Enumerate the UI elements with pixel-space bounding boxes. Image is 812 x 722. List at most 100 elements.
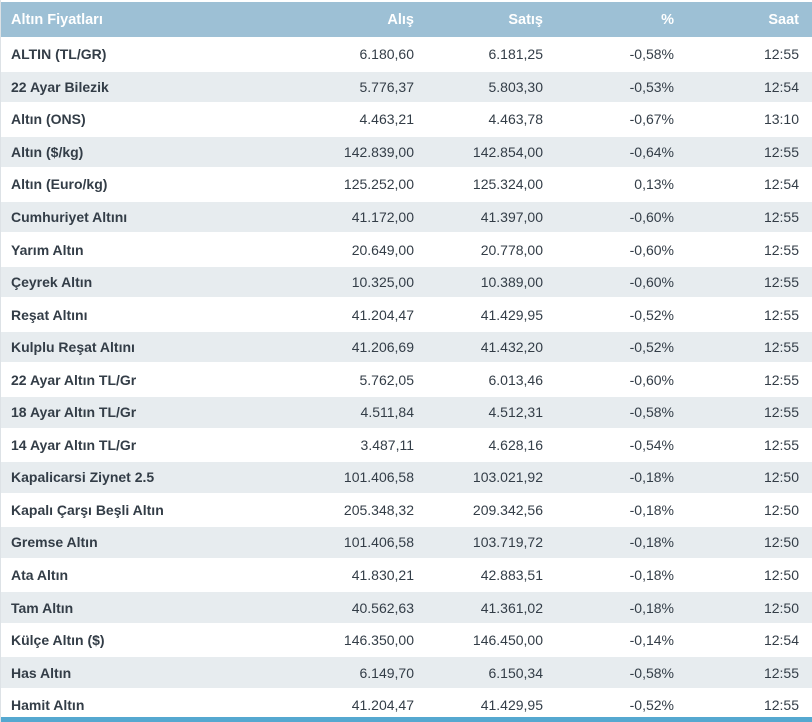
buy-price: 101.406,58	[343, 534, 414, 551]
buy-price: 3.487,11	[360, 436, 414, 453]
sell-price: 103.719,72	[472, 534, 543, 551]
percent-change: -0,18%	[629, 599, 674, 616]
percent-change: -0,18%	[629, 567, 674, 584]
sell-price: 6.013,46	[488, 371, 544, 388]
quote-time: 12:55	[763, 143, 799, 160]
table-row[interactable]: 14 Ayar Altın TL/Gr 3.487,11 4.628,16 -0…	[1, 429, 812, 463]
table-row[interactable]: Cumhuriyet Altını 41.172,00 41.397,00 -0…	[1, 201, 812, 235]
buy-price: 205.348,32	[343, 501, 414, 518]
quote-time: 12:50	[763, 469, 799, 486]
percent-change: -0,54%	[629, 436, 674, 453]
quote-time: 12:55	[763, 339, 799, 356]
quote-time: 12:50	[763, 534, 799, 551]
price-rows: ALTIN (TL/GR) 6.180,60 6.181,25 -0,58% 1…	[1, 39, 812, 722]
percent-change: -0,60%	[629, 241, 674, 258]
table-row[interactable]: Yarım Altın 20.649,00 20.778,00 -0,60% 1…	[1, 234, 812, 267]
sell-price: 20.778,00	[480, 241, 543, 258]
table-row[interactable]: Gremse Altın 101.406,58 103.719,72 -0,18…	[1, 527, 812, 560]
instrument-name: 22 Ayar Bilezik	[11, 78, 109, 95]
instrument-name: Cumhuriyet Altını	[11, 209, 128, 225]
table-row[interactable]: Altın ($/kg) 142.839,00 142.854,00 -0,64…	[1, 136, 812, 170]
instrument-name: Kulplu Reşat Altını	[11, 339, 135, 356]
table-row[interactable]: Ata Altın 41.830,21 42.883,51 -0,18% 12:…	[1, 559, 812, 593]
quote-time: 12:54	[763, 176, 799, 193]
instrument-name: Ata Altın	[11, 567, 69, 584]
table-row[interactable]: 18 Ayar Altın TL/Gr 4.511,84 4.512,31 -0…	[1, 397, 812, 430]
percent-change: -0,18%	[629, 534, 674, 551]
table-row[interactable]: Altın (Euro/kg) 125.252,00 125.324,00 0,…	[1, 169, 812, 202]
instrument-name: Kapalicarsi Ziynet 2.5	[11, 469, 155, 486]
table-row[interactable]: ALTIN (TL/GR) 6.180,60 6.181,25 -0,58% 1…	[1, 39, 812, 72]
sell-price: 41.432,20	[480, 339, 543, 356]
sell-price: 6.150,34	[488, 664, 544, 681]
percent-change: -0,58%	[629, 404, 674, 421]
buy-price: 20.649,00	[351, 241, 414, 258]
table-row[interactable]: Altın (ONS) 4.463,21 4.463,78 -0,67% 13:…	[1, 104, 812, 137]
quote-time: 12:50	[763, 567, 799, 584]
percent-change: -0,58%	[629, 664, 674, 681]
table-row[interactable]: 22 Ayar Altın TL/Gr 5.762,05 6.013,46 -0…	[1, 364, 812, 398]
table-row[interactable]: Has Altın 6.149,70 6.150,34 -0,58% 12:55	[1, 657, 812, 690]
percent-change: -0,58%	[629, 46, 674, 63]
quote-time: 12:55	[763, 404, 799, 421]
percent-change: -0,18%	[629, 469, 674, 486]
buy-price: 5.762,05	[359, 371, 415, 388]
quote-time: 13:10	[763, 111, 799, 128]
column-header-title: Altın Fiyatları	[11, 11, 103, 28]
buy-price: 10.325,00	[351, 274, 414, 291]
buy-price: 41.206,69	[351, 339, 414, 356]
buy-price: 6.180,60	[359, 46, 415, 63]
quote-time: 12:55	[763, 241, 799, 258]
sell-price: 142.854,00	[472, 143, 543, 160]
percent-change: -0,60%	[629, 371, 674, 388]
quote-time: 12:55	[763, 436, 799, 453]
buy-price: 41.172,00	[351, 209, 414, 225]
table-row[interactable]: Kulplu Reşat Altını 41.206,69 41.432,20 …	[1, 331, 812, 365]
table-row[interactable]: Kapalı Çarşı Beşli Altın 205.348,32 209.…	[1, 494, 812, 528]
sell-price: 4.463,78	[488, 111, 544, 128]
buy-price: 142.839,00	[343, 143, 414, 160]
instrument-name: Külçe Altın ($)	[11, 632, 105, 649]
quote-time: 12:55	[763, 697, 799, 714]
percent-change: -0,60%	[629, 274, 674, 291]
percent-change: -0,18%	[629, 501, 674, 518]
sell-price: 41.397,00	[480, 209, 543, 225]
buy-price: 41.204,47	[351, 697, 414, 714]
instrument-name: 18 Ayar Altın TL/Gr	[11, 404, 137, 421]
buy-price: 40.562,63	[351, 599, 414, 616]
percent-change: -0,67%	[629, 111, 674, 128]
sell-price: 4.512,31	[488, 404, 544, 421]
percent-change: 0,13%	[634, 176, 674, 193]
table-row[interactable]: Reşat Altını 41.204,47 41.429,95 -0,52% …	[1, 299, 812, 332]
table-row[interactable]: 22 Ayar Bilezik 5.776,37 5.803,30 -0,53%…	[1, 71, 812, 105]
sell-price: 10.389,00	[480, 274, 543, 291]
quote-time: 12:55	[763, 46, 799, 63]
buy-price: 146.350,00	[343, 632, 414, 649]
sell-price: 4.628,16	[488, 436, 544, 453]
percent-change: -0,14%	[629, 632, 674, 649]
buy-price: 4.463,21	[359, 111, 415, 128]
column-header-time: Saat	[768, 11, 799, 28]
instrument-name: Kapalı Çarşı Beşli Altın	[11, 501, 164, 518]
sell-price: 6.181,25	[488, 46, 544, 63]
sell-price: 103.021,92	[472, 469, 543, 486]
table-row[interactable]: Çeyrek Altın 10.325,00 10.389,00 -0,60% …	[1, 266, 812, 300]
table-row[interactable]: Kapalicarsi Ziynet 2.5 101.406,58 103.02…	[1, 462, 812, 495]
instrument-name: Altın (ONS)	[11, 111, 86, 128]
percent-change: -0,64%	[629, 143, 674, 160]
buy-price: 101.406,58	[343, 469, 414, 486]
instrument-name: Çeyrek Altın	[11, 274, 93, 291]
instrument-name: Altın (Euro/kg)	[11, 176, 108, 193]
percent-change: -0,52%	[629, 697, 674, 714]
instrument-name: Yarım Altın	[11, 241, 84, 258]
percent-change: -0,52%	[629, 306, 674, 323]
percent-change: -0,52%	[629, 339, 674, 356]
instrument-name: Has Altın	[11, 664, 72, 681]
sell-price: 125.324,00	[472, 176, 543, 193]
buy-price: 41.204,47	[351, 306, 414, 323]
quote-time: 12:50	[763, 501, 799, 518]
table-row[interactable]: Tam Altın 40.562,63 41.361,02 -0,18% 12:…	[1, 592, 812, 625]
sell-price: 42.883,51	[480, 567, 543, 584]
table-row[interactable]: Külçe Altın ($) 146.350,00 146.450,00 -0…	[1, 624, 812, 658]
